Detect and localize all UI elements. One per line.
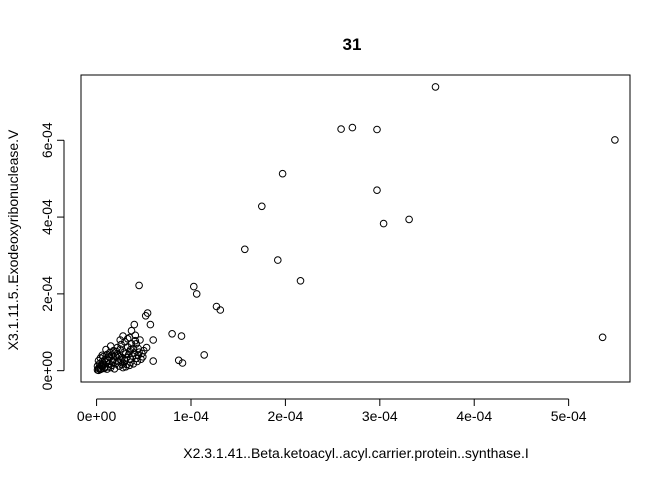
plot-frame	[80, 74, 631, 383]
data-point	[129, 360, 138, 368]
data-point	[373, 186, 381, 194]
data-point	[122, 350, 130, 358]
data-point	[379, 219, 388, 228]
data-point	[122, 363, 130, 371]
data-point	[212, 302, 221, 311]
data-point	[274, 256, 282, 264]
data-point	[106, 342, 115, 350]
data-point	[110, 365, 119, 373]
x-tick-label: 2e-04	[267, 408, 303, 424]
y-axis-label: X3.1.11.5..Exodeoxyribonuclease.V	[5, 129, 21, 350]
data-point	[101, 355, 109, 364]
y-tick-label: 4e-04	[39, 199, 55, 235]
data-point	[611, 136, 619, 144]
data-point	[241, 245, 249, 254]
data-point	[125, 361, 134, 370]
data-point	[296, 277, 305, 285]
data-point	[146, 320, 155, 329]
x-axis-ticks: 0e+00 1e-04 2e-04 3e-04 4e-04 5e-04	[77, 399, 587, 424]
data-point	[103, 350, 111, 359]
data-point	[258, 202, 266, 211]
data-point	[114, 351, 123, 360]
data-point	[127, 326, 136, 335]
x-tick-label: 4e-04	[456, 408, 492, 424]
data-point	[120, 348, 128, 357]
y-tick-label: 6e-04	[39, 122, 55, 158]
data-point	[108, 358, 117, 367]
data-point	[116, 336, 124, 344]
data-point	[124, 350, 133, 359]
x-axis-label: X2.3.1.41..Beta.ketoacyl..acyl.carrier.p…	[183, 445, 529, 461]
data-point	[110, 349, 119, 357]
chart-title: 31	[343, 35, 362, 54]
data-points	[93, 83, 619, 375]
data-point	[139, 353, 147, 361]
x-tick-label: 1e-04	[173, 408, 209, 424]
x-tick-label: 0e+00	[77, 408, 117, 424]
data-point	[149, 336, 157, 344]
data-point	[105, 360, 113, 368]
data-point	[278, 169, 287, 178]
data-point	[133, 357, 141, 366]
data-point	[431, 83, 440, 91]
data-point	[137, 355, 145, 364]
data-point	[97, 365, 106, 373]
y-tick-label: 2e-04	[39, 276, 55, 312]
data-point	[135, 348, 143, 357]
data-point	[348, 123, 357, 132]
data-point	[174, 356, 183, 365]
x-tick-label: 5e-04	[551, 408, 587, 424]
data-point	[177, 332, 186, 340]
data-point	[192, 290, 201, 298]
data-point	[112, 347, 121, 356]
data-point	[103, 365, 111, 373]
data-point	[190, 282, 198, 291]
x-tick-label: 3e-04	[362, 408, 398, 424]
data-point	[141, 312, 150, 320]
y-axis-ticks: 0e+00 2e-04 4e-04 6e-04	[39, 122, 64, 390]
data-point	[136, 336, 144, 344]
data-point	[125, 333, 134, 342]
data-point	[598, 333, 607, 342]
data-point	[99, 353, 107, 361]
data-point	[131, 336, 140, 345]
data-point	[178, 359, 187, 367]
data-point	[142, 343, 151, 352]
y-tick-label: 0e+00	[39, 351, 55, 391]
data-point	[106, 363, 115, 372]
data-point	[129, 344, 138, 353]
data-point	[373, 125, 381, 134]
data-point	[405, 215, 413, 224]
data-point	[135, 281, 143, 290]
data-point	[337, 125, 345, 133]
data-point	[130, 320, 139, 329]
data-point	[168, 330, 176, 338]
data-point	[130, 349, 139, 357]
data-point	[216, 306, 225, 314]
data-point	[149, 357, 157, 365]
data-point	[200, 351, 208, 359]
